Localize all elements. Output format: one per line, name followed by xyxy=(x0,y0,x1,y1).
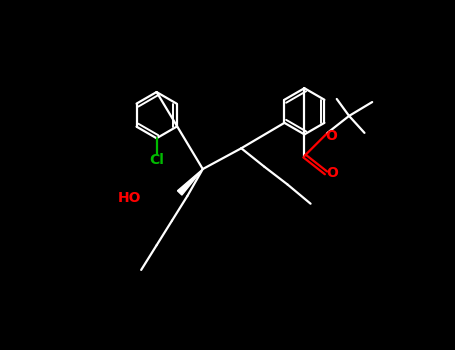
Text: Cl: Cl xyxy=(149,153,164,167)
Text: O: O xyxy=(325,129,337,143)
Text: O: O xyxy=(326,166,338,180)
Polygon shape xyxy=(177,169,203,195)
Text: HO: HO xyxy=(118,190,141,204)
